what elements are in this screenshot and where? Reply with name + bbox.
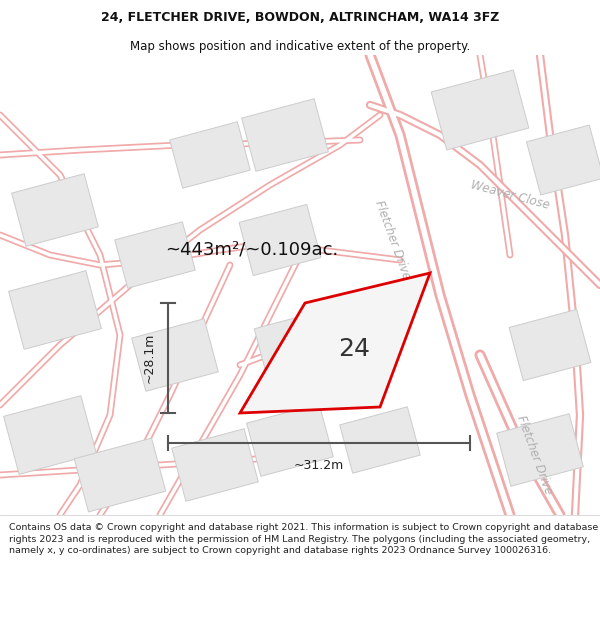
Text: ~31.2m: ~31.2m [294, 459, 344, 472]
Polygon shape [74, 438, 166, 512]
Text: Fletcher Drive: Fletcher Drive [515, 414, 556, 496]
Polygon shape [247, 404, 334, 476]
Polygon shape [497, 414, 583, 486]
Polygon shape [431, 70, 529, 150]
Polygon shape [240, 273, 430, 413]
Polygon shape [172, 429, 259, 501]
Text: Map shows position and indicative extent of the property.: Map shows position and indicative extent… [130, 39, 470, 52]
Text: ~443m²/~0.109ac.: ~443m²/~0.109ac. [165, 241, 338, 259]
Text: Contains OS data © Crown copyright and database right 2021. This information is : Contains OS data © Crown copyright and d… [9, 522, 598, 555]
Polygon shape [170, 122, 250, 188]
Polygon shape [115, 222, 195, 288]
Text: 24, FLETCHER DRIVE, BOWDON, ALTRINCHAM, WA14 3FZ: 24, FLETCHER DRIVE, BOWDON, ALTRINCHAM, … [101, 11, 499, 24]
Polygon shape [526, 125, 600, 195]
Polygon shape [509, 309, 591, 381]
Polygon shape [242, 99, 328, 171]
Polygon shape [254, 308, 346, 382]
Text: ~28.1m: ~28.1m [143, 332, 156, 383]
Text: Fletcher Drive: Fletcher Drive [373, 199, 413, 281]
Text: 24: 24 [338, 337, 370, 361]
Polygon shape [11, 174, 98, 246]
Text: Weaver Close: Weaver Close [469, 178, 551, 212]
Polygon shape [340, 407, 420, 473]
Polygon shape [239, 204, 321, 276]
Polygon shape [131, 319, 218, 391]
Polygon shape [4, 396, 97, 474]
Polygon shape [8, 271, 101, 349]
